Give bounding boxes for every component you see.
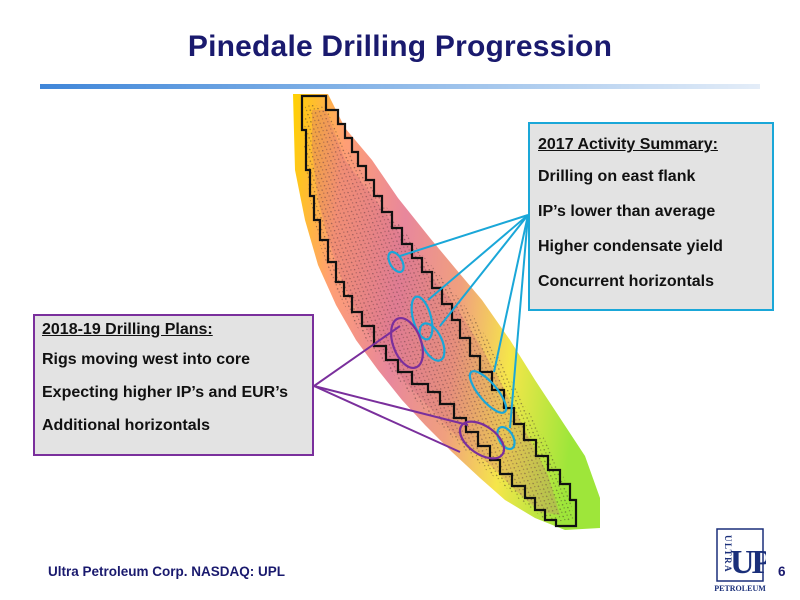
field-core-shading (312, 110, 560, 515)
drilling-plans-heading: 2018-19 Drilling Plans: (42, 321, 213, 338)
drilling-plans-item: Additional horizontals (42, 417, 210, 434)
activity-summary-item: Concurrent horizontals (538, 273, 715, 290)
page-number: 6 (778, 564, 786, 579)
slide-title: Pinedale Drilling Progression (187, 30, 613, 63)
activity-summary-2017-box: 2017 Activity Summary: Drilling on east … (528, 122, 774, 311)
drilling-plans-item: Rigs moving west into core (42, 351, 251, 368)
activity-summary-item: Drilling on east flank (538, 168, 696, 185)
activity-summary-heading: 2017 Activity Summary: (538, 136, 718, 153)
plans-2018-ellipses (390, 317, 506, 460)
well-dot-cluster (304, 105, 575, 522)
drilling-plans-item: Expecting higher IP’s and EUR’s (42, 384, 288, 401)
footer-company: Ultra Petroleum Corp. NASDAQ: UPL (48, 564, 286, 579)
activity-summary-item: Higher condensate yield (538, 238, 723, 255)
unit-boundary-outline (300, 94, 578, 528)
logo-wordmark: PETROLEUM (714, 584, 766, 593)
title-underline-bar (40, 84, 760, 89)
callout-lines-2017 (399, 214, 529, 429)
activity-summary-item: IP’s lower than average (538, 203, 716, 220)
drilling-plans-2018-19-box: 2018-19 Drilling Plans: Rigs moving west… (33, 314, 314, 456)
logo-vertical-text: ULTRA (723, 535, 733, 573)
callout-lines-2018 (313, 325, 469, 453)
ultra-petroleum-logo: ULTRA UP PETROLEUM (714, 528, 766, 593)
logo-letters: UP (730, 544, 766, 581)
